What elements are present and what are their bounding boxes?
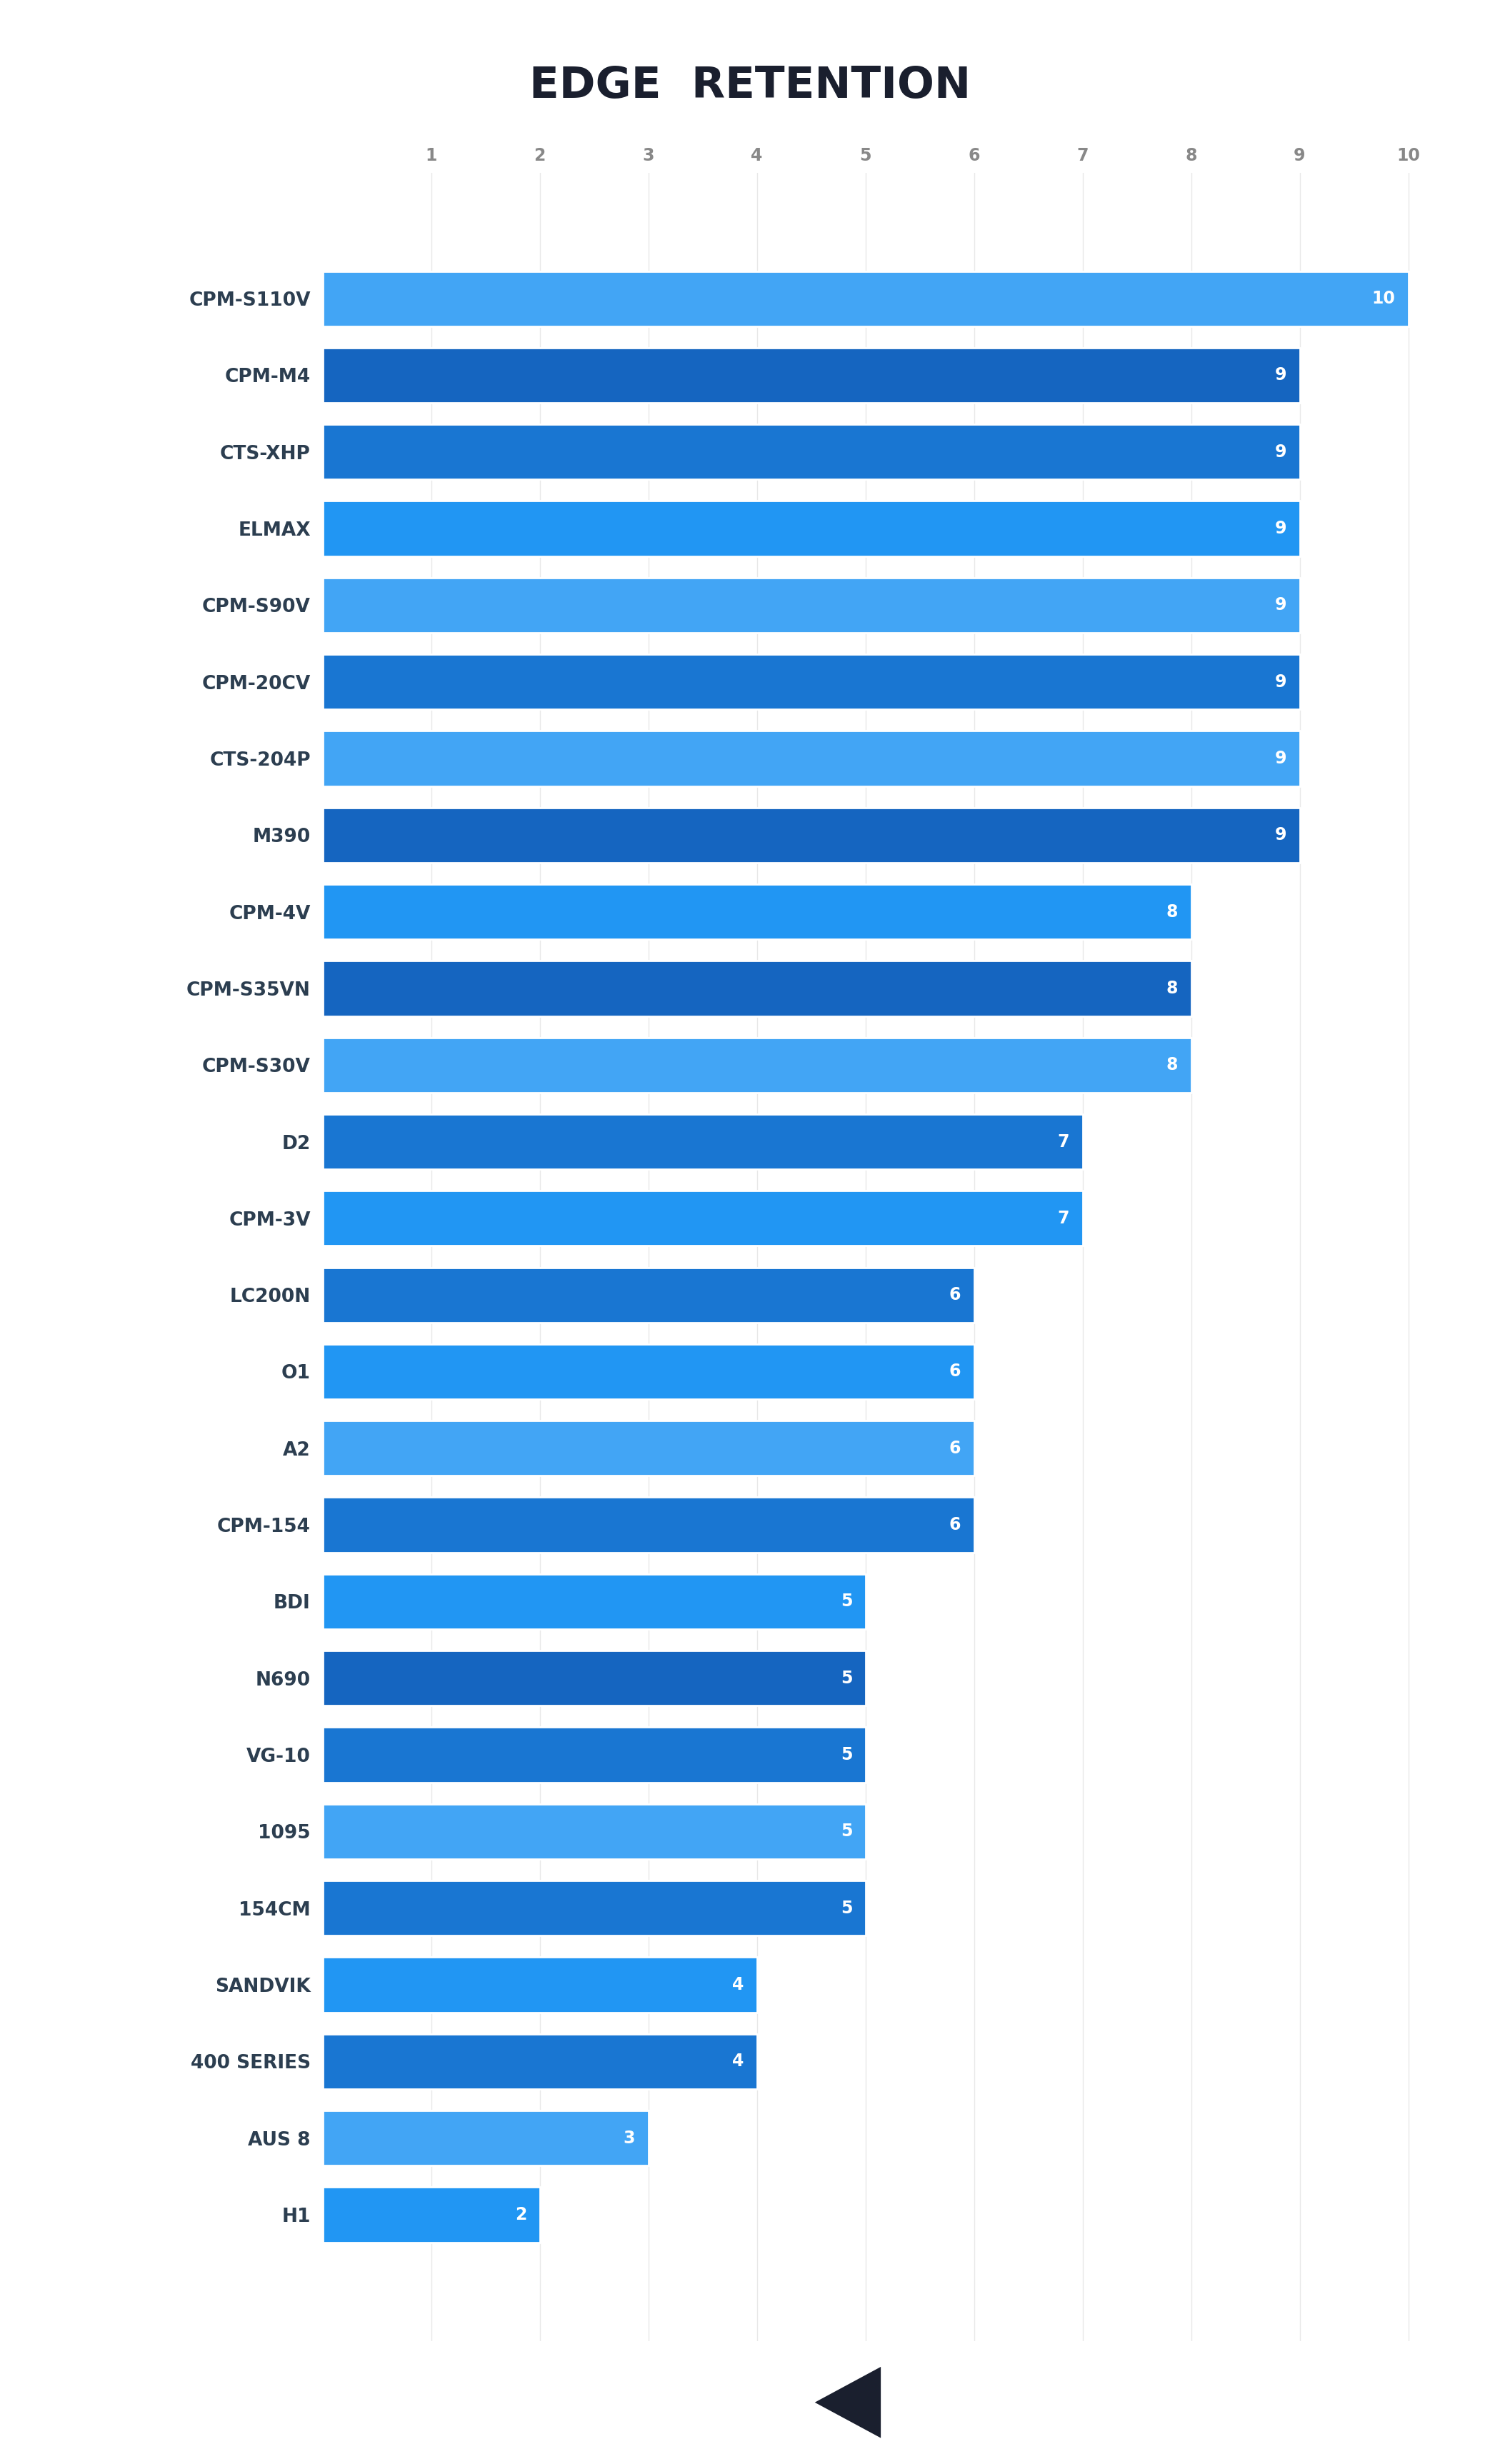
Bar (322, 1343, 974, 1400)
Text: 9: 9 (1275, 749, 1287, 766)
Text: 6: 6 (950, 1439, 962, 1456)
Text: 8: 8 (1167, 981, 1178, 998)
Bar (322, 1114, 1083, 1170)
Bar (322, 1190, 1083, 1247)
Text: 3: 3 (624, 2129, 634, 2146)
Bar (322, 500, 1299, 557)
Text: 2: 2 (515, 2205, 526, 2223)
Text: 8: 8 (1167, 904, 1178, 922)
Bar (322, 1498, 974, 1552)
Text: BLADEHQ: BLADEHQ (1100, 2393, 1217, 2412)
Text: 7: 7 (1058, 1210, 1070, 1227)
Bar (322, 732, 1299, 786)
Bar (322, 1880, 865, 1937)
Bar (322, 577, 1299, 633)
Bar (322, 2033, 758, 2089)
Text: 9: 9 (1275, 673, 1287, 690)
Text: 5: 5 (840, 1900, 852, 1917)
Text: 9: 9 (1275, 520, 1287, 537)
Text: 4: 4 (732, 1976, 744, 1993)
Bar (322, 424, 1299, 480)
Bar (322, 2112, 648, 2166)
Bar (322, 1574, 865, 1629)
Bar (322, 1804, 865, 1858)
Text: 9: 9 (1275, 825, 1287, 843)
Text: 7: 7 (1058, 1133, 1070, 1151)
Text: 8: 8 (1167, 1057, 1178, 1074)
Text: 9: 9 (1275, 367, 1287, 384)
Polygon shape (815, 2368, 880, 2437)
Bar (322, 1037, 1191, 1092)
Bar (322, 655, 1299, 710)
Text: 10: 10 (1371, 291, 1395, 308)
Text: 6: 6 (950, 1515, 962, 1533)
Text: 6: 6 (950, 1286, 962, 1303)
Bar (322, 2188, 540, 2242)
Bar (322, 808, 1299, 862)
Text: EDGE  RETENTION: EDGE RETENTION (530, 64, 970, 108)
Bar (322, 961, 1191, 1015)
Text: 5: 5 (840, 1823, 852, 1841)
Text: 5: 5 (840, 1747, 852, 1764)
Text: 5: 5 (840, 1592, 852, 1609)
Bar (322, 271, 1408, 325)
Bar (322, 1727, 865, 1781)
Bar (322, 1266, 974, 1323)
Text: 5: 5 (840, 1671, 852, 1688)
Text: 6: 6 (950, 1363, 962, 1380)
Bar (322, 1422, 974, 1476)
Bar (322, 885, 1191, 939)
Bar (322, 347, 1299, 402)
Text: 9: 9 (1275, 596, 1287, 614)
Text: 9: 9 (1275, 444, 1287, 461)
Bar (322, 1651, 865, 1705)
Bar (322, 1956, 758, 2013)
Text: 4: 4 (732, 2053, 744, 2070)
FancyBboxPatch shape (812, 2363, 884, 2442)
